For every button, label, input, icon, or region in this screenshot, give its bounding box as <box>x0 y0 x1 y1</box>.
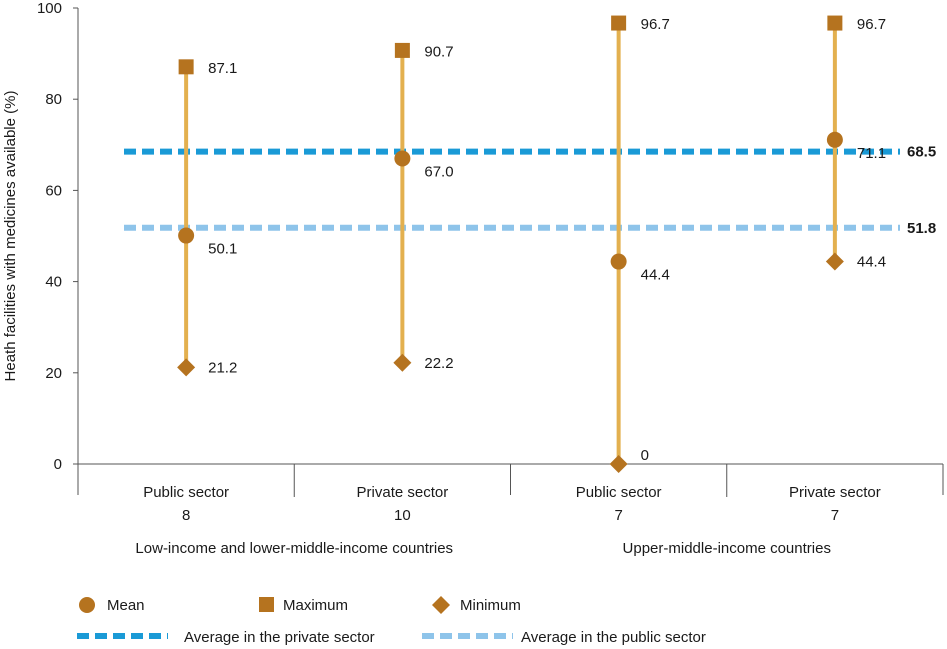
y-ticks: 0 20 40 60 80 100 <box>37 0 78 473</box>
category-range-2: 96.7 44.4 0 <box>609 15 670 473</box>
mean-marker <box>826 131 843 148</box>
group-label: Low-income and lower-middle-income count… <box>135 540 453 557</box>
y-axis-label: Heath facilities with medicines availabl… <box>2 91 19 382</box>
average-lines: 68.5 51.8 <box>124 144 936 237</box>
category-count-label: 7 <box>614 507 622 524</box>
min-marker <box>393 353 412 372</box>
min-value-label: 44.4 <box>857 254 886 271</box>
max-value-label: 90.7 <box>424 43 453 60</box>
mean-value-label: 44.4 <box>641 267 670 284</box>
ranges: 87.1 50.1 21.2 90.7 67.0 22.2 96.7 44.4 0 96.7 71.… <box>177 15 886 473</box>
mean-value-label: 50.1 <box>208 241 237 258</box>
min-marker <box>825 252 844 271</box>
min-value-label: 0 <box>641 447 649 464</box>
average-value-label: 68.5 <box>907 144 936 161</box>
legend: Mean Maximum Minimum Average in the private… <box>77 596 706 646</box>
y-tick-label: 0 <box>54 456 62 473</box>
category-count-label: 10 <box>394 507 411 524</box>
max-value-label: 87.1 <box>208 60 237 77</box>
category-range-1: 90.7 67.0 22.2 <box>393 42 454 372</box>
min-marker <box>177 358 196 377</box>
category-labels: Public sector 8 Private sector 10 Public sec… <box>143 484 881 524</box>
mean-marker <box>610 253 627 270</box>
min-marker <box>609 455 628 473</box>
category-name-label: Private sector <box>789 484 881 501</box>
max-marker <box>611 15 627 31</box>
mean-marker <box>394 150 411 167</box>
group-label: Upper-middle-income countries <box>623 540 831 557</box>
category-name-label: Public sector <box>143 484 229 501</box>
max-value-label: 96.7 <box>641 16 670 33</box>
y-tick-label: 60 <box>45 182 62 199</box>
category-name-label: Private sector <box>357 484 449 501</box>
category-count-label: 8 <box>182 507 190 524</box>
legend-max-label: Maximum <box>283 597 348 614</box>
y-tick-label: 40 <box>45 274 62 291</box>
mean-value-label: 67.0 <box>424 163 453 180</box>
mean-marker <box>178 227 195 244</box>
average-value-label: 51.8 <box>907 220 936 237</box>
legend-mean-marker <box>79 597 95 613</box>
category-range-3: 96.7 71.1 44.4 <box>825 15 886 271</box>
group-labels: Low-income and lower-middle-income count… <box>135 540 831 557</box>
category-range-0: 87.1 50.1 21.2 <box>177 59 237 377</box>
category-name-label: Public sector <box>576 484 662 501</box>
legend-mean-label: Mean <box>107 597 145 614</box>
max-marker <box>178 59 194 75</box>
max-marker <box>394 42 410 58</box>
legend-min-label: Minimum <box>460 597 521 614</box>
legend-public-average-label: Average in the public sector <box>521 629 706 646</box>
category-count-label: 7 <box>831 507 839 524</box>
y-tick-label: 100 <box>37 0 62 17</box>
mean-value-label: 71.1 <box>857 145 886 162</box>
legend-min-marker <box>432 596 450 614</box>
legend-max-marker <box>259 597 274 612</box>
max-value-label: 96.7 <box>857 16 886 33</box>
axes <box>77 8 944 497</box>
min-value-label: 22.2 <box>424 355 453 372</box>
max-marker <box>827 15 843 31</box>
min-value-label: 21.2 <box>208 359 237 376</box>
y-tick-label: 80 <box>45 91 62 108</box>
y-tick-label: 20 <box>45 365 62 382</box>
legend-private-average-label: Average in the private sector <box>184 629 375 646</box>
